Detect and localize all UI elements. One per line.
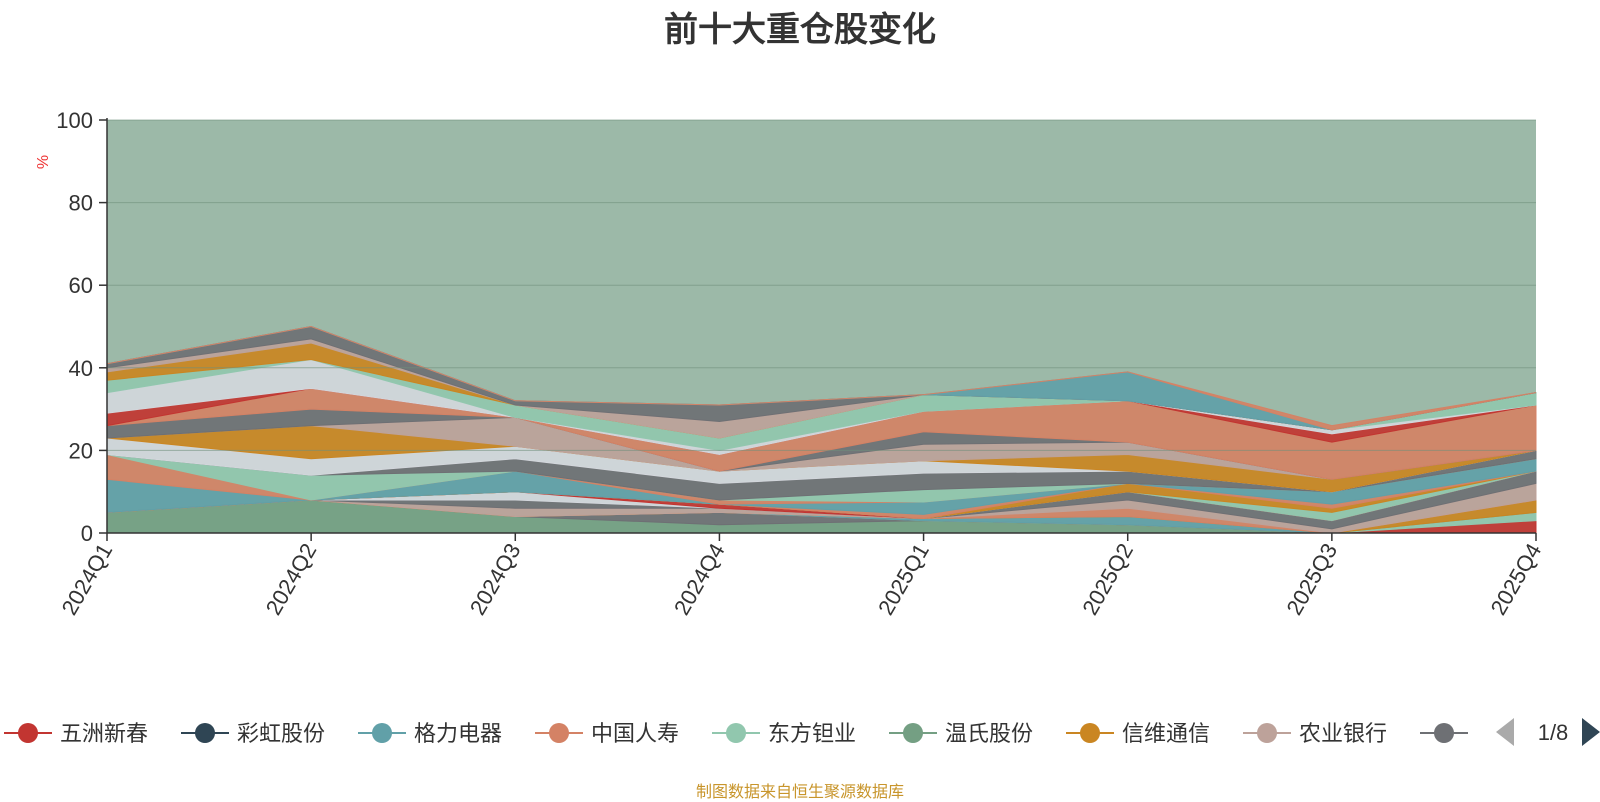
x-tick-label: 2025Q4 [1486, 539, 1547, 619]
legend-marker-icon [18, 723, 38, 743]
legend-marker-icon [1080, 723, 1100, 743]
legend-item-6[interactable]: 信维通信 [1066, 722, 1210, 747]
y-tick-label: 40 [69, 356, 93, 381]
legend-item-7[interactable]: 农业银行 [1243, 722, 1387, 747]
y-tick-label: 80 [69, 191, 93, 216]
legend-label: 温氏股份 [945, 722, 1033, 747]
x-tick-label: 2024Q2 [261, 539, 322, 619]
legend-label: 五洲新春 [60, 722, 148, 747]
legend-item-2[interactable]: 格力电器 [358, 722, 502, 747]
legend-label: 格力电器 [414, 722, 502, 747]
x-tick-label: 2024Q3 [465, 539, 526, 619]
legend[interactable]: 五洲新春 彩虹股份 格力电器 中国人寿 东方钽业 温氏股份 信维通信 农业银行 [4, 722, 1468, 747]
legend-marker-icon [1257, 723, 1277, 743]
grid-lines [107, 119, 1536, 451]
legend-marker-icon [903, 723, 923, 743]
y-tick-label: 20 [69, 438, 93, 463]
prev-page-icon[interactable] [1496, 718, 1514, 746]
legend-item-8[interactable] [1420, 723, 1468, 743]
x-tick-label: 2024Q4 [669, 539, 730, 619]
legend-item-4[interactable]: 东方钽业 [712, 722, 856, 747]
x-tick-label: 2025Q1 [873, 539, 934, 619]
chart-title: 前十大重仓股变化 [664, 10, 936, 50]
legend-label: 信维通信 [1122, 722, 1210, 747]
legend-marker-icon [372, 723, 392, 743]
y-axis-label: % [35, 155, 52, 169]
y-tick-label: 100 [56, 108, 93, 133]
area-series-30 [106, 325, 1537, 431]
legend-item-3[interactable]: 中国人寿 [535, 722, 679, 747]
legend-item-0[interactable]: 五洲新春 [4, 722, 148, 747]
legend-label: 彩虹股份 [237, 722, 325, 747]
legend-marker-icon [1434, 723, 1454, 743]
y-tick-label: 0 [81, 521, 93, 546]
next-page-icon[interactable] [1582, 718, 1600, 746]
legend-marker-icon [195, 723, 215, 743]
x-tick-label: 2025Q2 [1077, 539, 1138, 619]
legend-item-1[interactable]: 彩虹股份 [181, 722, 325, 747]
legend-pager[interactable]: 1/8 [1496, 718, 1600, 746]
source-footer: 制图数据来自恒生聚源数据库 [695, 782, 904, 801]
x-tick-label: 2024Q1 [57, 539, 118, 619]
legend-page-indicator: 1/8 [1538, 720, 1569, 745]
legend-label: 中国人寿 [591, 722, 679, 747]
area-series [106, 120, 1537, 534]
legend-label: 农业银行 [1299, 722, 1387, 747]
legend-marker-icon [726, 723, 746, 743]
legend-marker-icon [549, 723, 569, 743]
legend-item-5[interactable]: 温氏股份 [889, 722, 1033, 747]
legend-label: 东方钽业 [768, 722, 856, 747]
x-tick-label: 2025Q3 [1281, 539, 1342, 619]
y-tick-label: 60 [69, 273, 93, 298]
